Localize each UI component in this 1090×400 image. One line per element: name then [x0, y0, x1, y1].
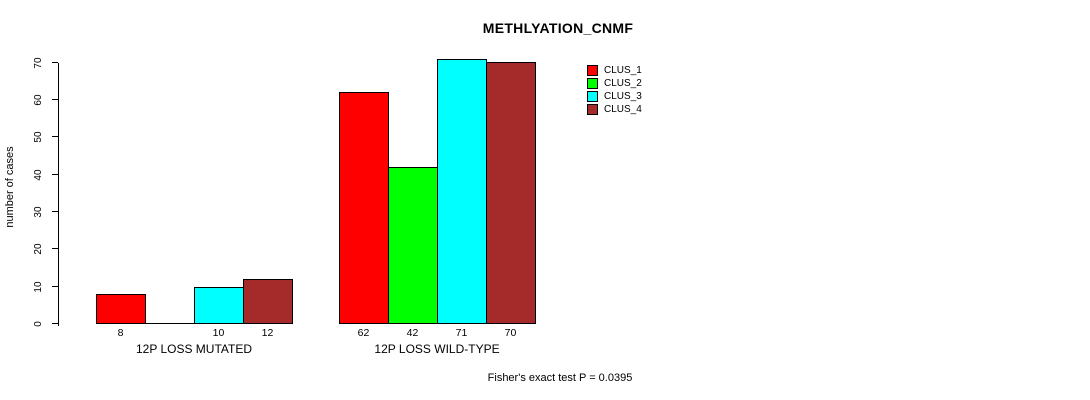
legend-row-clus_1: CLUS_1 — [587, 64, 642, 77]
y-axis-tick-label: 0 — [33, 321, 44, 327]
legend-row-clus_4: CLUS_4 — [587, 103, 642, 116]
y-axis-tick — [52, 99, 58, 100]
y-axis-tick — [52, 248, 58, 249]
y-axis-tick-label: 10 — [33, 281, 44, 293]
y-axis-tick — [52, 136, 58, 137]
bar-clus_4-1 — [243, 279, 293, 324]
legend-row-clus_3: CLUS_3 — [587, 90, 642, 103]
bar-clus_2-2 — [388, 167, 438, 324]
bar-clus_3-2 — [437, 59, 487, 324]
bar-zero-clus_2-1 — [145, 323, 195, 324]
chart-title: METHLYATION_CNMF — [482, 20, 634, 36]
y-axis-tick-label: 40 — [33, 169, 44, 181]
legend-label: CLUS_2 — [604, 78, 642, 89]
legend-swatch-icon — [587, 78, 598, 89]
legend-label: CLUS_4 — [604, 104, 642, 115]
bar-value-label: 42 — [406, 327, 419, 339]
bar-clus_1-2 — [339, 92, 389, 324]
y-axis-tick-label: 20 — [33, 243, 44, 255]
y-axis-label: number of cases — [4, 146, 16, 228]
legend-swatch-icon — [587, 65, 598, 76]
y-axis-tick — [52, 286, 58, 287]
bar-clus_1-1 — [96, 294, 146, 324]
y-axis-tick-label: 60 — [33, 94, 44, 106]
y-axis-tick-label: 70 — [33, 57, 44, 69]
x-axis-group-label: 12P LOSS MUTATED — [135, 342, 253, 356]
bar-value-label: 70 — [504, 327, 517, 339]
fisher-test-annotation: Fisher's exact test P = 0.0395 — [487, 372, 633, 384]
legend-label: CLUS_3 — [604, 91, 642, 102]
y-axis-tick — [52, 174, 58, 175]
bar-value-label: 10 — [212, 327, 225, 339]
legend-row-clus_2: CLUS_2 — [587, 77, 642, 90]
y-axis-line — [58, 63, 59, 326]
bar-clus_4-2 — [486, 62, 536, 324]
bar-value-label: 12 — [261, 327, 274, 339]
x-axis-group-label: 12P LOSS WILD-TYPE — [374, 342, 500, 356]
y-axis-tick — [52, 62, 58, 63]
y-axis-tick — [52, 211, 58, 212]
legend-label: CLUS_1 — [604, 65, 642, 76]
bar-value-label: 71 — [455, 327, 468, 339]
legend: CLUS_1 CLUS_2 CLUS_3 CLUS_4 — [587, 64, 642, 116]
legend-swatch-icon — [587, 91, 598, 102]
legend-swatch-icon — [587, 104, 598, 115]
y-axis-tick — [52, 323, 58, 324]
bar-value-label: 62 — [357, 327, 370, 339]
bar-clus_3-1 — [194, 287, 244, 324]
y-axis-tick-label: 50 — [33, 131, 44, 143]
bar-value-label: 8 — [117, 327, 124, 339]
y-axis-tick-label: 30 — [33, 206, 44, 218]
